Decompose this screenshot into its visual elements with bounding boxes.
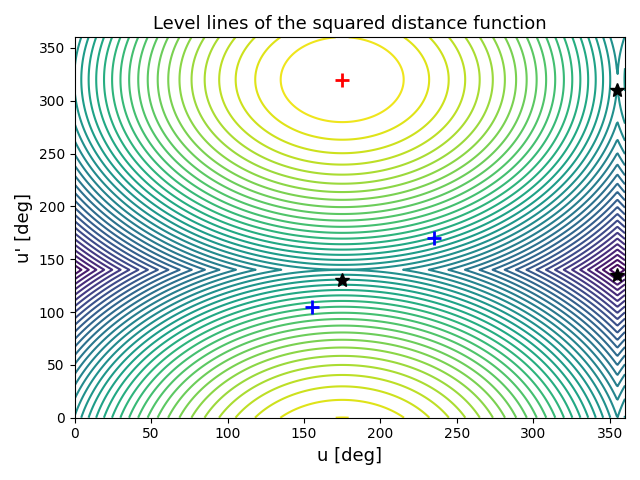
- Y-axis label: u' [deg]: u' [deg]: [15, 192, 33, 263]
- Title: Level lines of the squared distance function: Level lines of the squared distance func…: [153, 15, 547, 33]
- X-axis label: u [deg]: u [deg]: [317, 447, 382, 465]
